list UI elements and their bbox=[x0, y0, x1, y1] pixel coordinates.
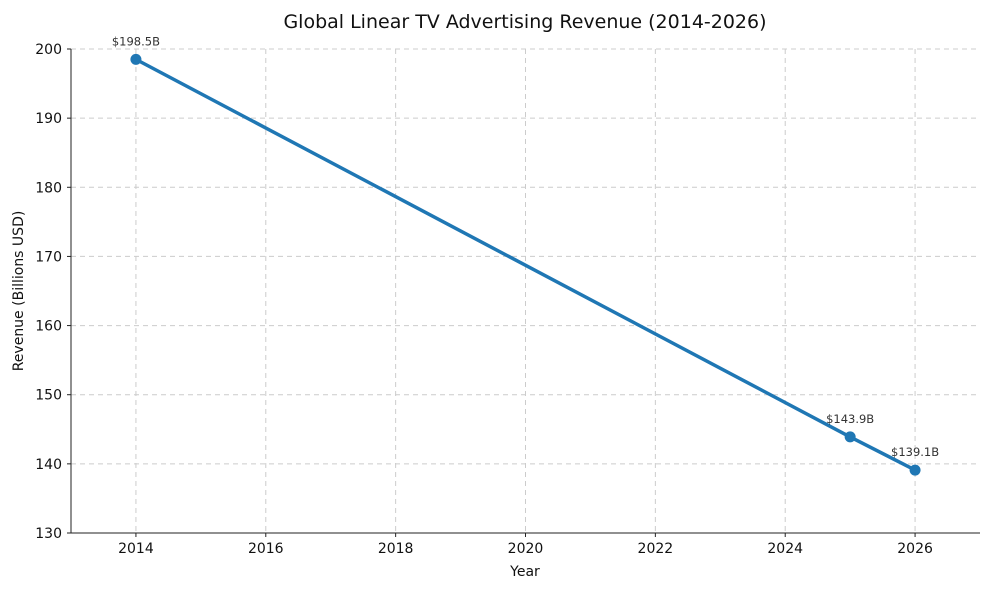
grid bbox=[71, 48, 980, 533]
y-tick-label: 140 bbox=[35, 457, 62, 473]
x-tick-label: 2024 bbox=[767, 541, 803, 557]
y-tick-label: 200 bbox=[35, 42, 62, 58]
x-tick-label: 2026 bbox=[897, 541, 933, 557]
y-tick-label: 180 bbox=[35, 180, 62, 196]
x-tick-label: 2014 bbox=[118, 541, 154, 557]
x-tick-label: 2018 bbox=[378, 541, 414, 557]
y-tick-label: 160 bbox=[35, 319, 62, 335]
x-ticks: 2014 2016 2018 2020 2022 2024 2026 bbox=[118, 533, 933, 557]
data-labels: $198.5B $143.9B $139.1B bbox=[112, 34, 939, 459]
data-point-label: $139.1B bbox=[891, 445, 939, 459]
data-point-marker bbox=[844, 431, 856, 443]
series bbox=[130, 53, 921, 476]
x-tick-label: 2022 bbox=[638, 541, 674, 557]
x-tick-label: 2020 bbox=[508, 541, 544, 557]
y-ticks: 130 140 150 160 170 180 190 200 bbox=[35, 42, 71, 542]
data-point-label: $143.9B bbox=[826, 412, 874, 426]
y-tick-label: 130 bbox=[35, 526, 62, 542]
y-tick-label: 170 bbox=[35, 249, 62, 265]
data-point-marker bbox=[909, 464, 921, 476]
x-axis-label: Year bbox=[509, 564, 540, 580]
y-axis-label: Revenue (Billions USD) bbox=[11, 211, 27, 372]
y-tick-label: 150 bbox=[35, 388, 62, 404]
series-line bbox=[134, 57, 917, 472]
data-point-marker bbox=[130, 53, 142, 65]
data-point-label: $198.5B bbox=[112, 34, 160, 48]
y-tick-label: 190 bbox=[35, 111, 62, 127]
x-tick-label: 2016 bbox=[248, 541, 284, 557]
chart-title: Global Linear TV Advertising Revenue (20… bbox=[283, 11, 766, 33]
